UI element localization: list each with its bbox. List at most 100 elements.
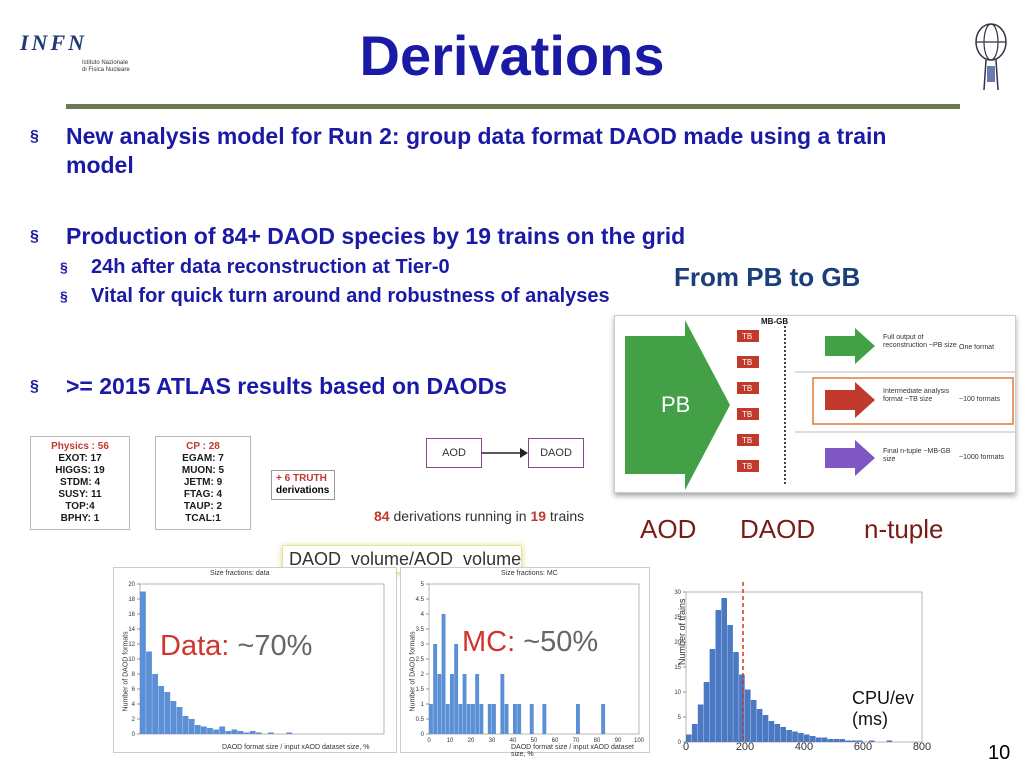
physics-box-line: STDM: 4 <box>60 477 100 488</box>
sub-bullet-vital: § Vital for quick turn around and robust… <box>60 282 640 310</box>
histogram-bar <box>601 704 606 734</box>
row-count: ~1000 formats <box>959 454 1004 461</box>
truth-box-line2: derivations <box>276 485 330 496</box>
histogram-bar <box>492 704 496 734</box>
y-tick-label: 1 <box>421 702 425 708</box>
tb-badge <box>737 434 759 446</box>
flow-arrow-icon <box>482 448 528 458</box>
x-tick-label: 100 <box>634 738 645 744</box>
sub-bullet-text: Vital for quick turn around and robustne… <box>91 285 610 307</box>
y-tick-label: 6 <box>132 687 136 693</box>
y-tick-label: 0 <box>421 732 425 738</box>
y-tick-label: 20 <box>128 582 135 588</box>
flow-aod-box: AOD <box>426 438 482 468</box>
histogram-bar <box>745 689 751 742</box>
histogram-bar <box>529 704 534 734</box>
x-tick-label: 70 <box>573 738 580 744</box>
x-tick-label: 80 <box>594 738 601 744</box>
histogram-caption: Size fractions: MC <box>501 570 558 577</box>
pb-to-gb-heading: From PB to GB <box>674 262 861 292</box>
x-tick-label: 90 <box>615 738 622 744</box>
y-tick-label: 3 <box>421 642 425 648</box>
y-tick-label: 12 <box>128 642 135 648</box>
physics-box-line: BPHY: 1 <box>60 513 100 524</box>
histogram-bar <box>868 740 875 742</box>
histogram-bar <box>576 704 580 734</box>
bullet-analysis-model: § New analysis model for Run 2: group da… <box>30 122 910 180</box>
flow-daod-box: DAOD <box>528 438 584 468</box>
y-tick-label: 0 <box>132 732 136 738</box>
y-tick-label: 10 <box>674 690 681 696</box>
row-arrow-red <box>825 382 875 418</box>
y-tick-label: 4 <box>421 612 425 618</box>
intermediate-row-highlight <box>812 377 1014 425</box>
y-tick-label: 2 <box>132 717 136 723</box>
histogram-bar <box>517 704 522 734</box>
cpu-unit: (ms) <box>852 709 888 729</box>
histogram-bar <box>786 730 792 742</box>
cpu-label: CPU/ev <box>852 688 915 708</box>
infn-logo: INFN Istituto Nazionale di Fisica Nuclea… <box>20 30 130 80</box>
histogram-data: Size fractions: data DAOD format size / … <box>113 567 397 753</box>
bullet-marker: § <box>30 378 39 395</box>
histogram-bar <box>458 704 463 734</box>
histogram-bar <box>437 674 442 734</box>
histogram-bar <box>146 651 152 734</box>
histogram-bar <box>686 734 692 742</box>
x-tick-label: 400 <box>795 741 813 753</box>
histogram-bar <box>429 704 433 734</box>
histogram-bar <box>691 724 698 742</box>
y-tick-label: 4.5 <box>416 597 425 603</box>
histogram-bar <box>158 686 165 734</box>
sub-bullet-marker: § <box>60 288 68 304</box>
mc-ratio-word: MC: <box>462 626 516 658</box>
physics-box-head: Physics : 56 <box>51 441 109 452</box>
y-tick-label: 0 <box>678 740 682 746</box>
data-ratio-label: Data: ~70% <box>160 630 312 663</box>
histogram-bar <box>827 739 834 742</box>
histogram-bar <box>857 740 863 742</box>
x-tick-label: 40 <box>510 738 517 744</box>
physics-box-line: HIGGS: 19 <box>55 465 105 476</box>
histogram-bar <box>471 704 475 734</box>
histogram-bar <box>237 731 244 734</box>
tb-badge <box>737 382 759 394</box>
histogram-bar <box>809 736 816 742</box>
histogram-bar <box>886 740 893 742</box>
physics-derivations-box: Physics : 56 EXOT: 17 HIGGS: 19 STDM: 4 … <box>30 436 130 530</box>
x-tick-label: 0 <box>427 738 431 744</box>
tb-badge-label: TB <box>742 462 752 471</box>
x-tick-label: 30 <box>489 738 496 744</box>
histogram-bar <box>798 733 804 742</box>
histogram-bar <box>286 732 293 734</box>
infn-logo-subtitle: Istituto Nazionale di Fisica Nucleare <box>82 60 130 73</box>
histogram-bar <box>739 674 745 742</box>
pb-arrow <box>625 320 730 490</box>
data-ratio-value: ~70% <box>229 630 313 662</box>
x-tick-label: 0 <box>683 741 689 753</box>
data-ratio-word: Data: <box>160 630 230 662</box>
x-tick-label: 800 <box>913 741 931 753</box>
y-tick-label: 2.5 <box>416 657 425 663</box>
histogram-bar <box>454 644 459 734</box>
histogram-bar <box>750 700 757 742</box>
cp-box-line: TCAL:1 <box>185 513 221 524</box>
x-tick-label: 600 <box>854 741 872 753</box>
bullet-marker: § <box>30 228 39 245</box>
histogram-xlabel: DAOD format size / input xAOD dataset si… <box>511 744 634 758</box>
y-tick-label: 10 <box>128 657 135 663</box>
histogram-bar <box>140 591 146 734</box>
y-tick-label: 18 <box>128 597 135 603</box>
bullet-production: § Production of 84+ DAOD species by 19 t… <box>30 222 930 251</box>
histogram-bar <box>709 649 716 742</box>
row-desc: Full output of reconstruction ~PB size <box>883 334 957 349</box>
histogram-bar <box>441 614 446 734</box>
row-count: One format <box>959 344 995 351</box>
histogram-mc: Size fractions: MC DAOD format size / in… <box>400 567 650 758</box>
histogram-bar <box>188 719 195 734</box>
histogram-bar <box>697 704 704 742</box>
tb-badge <box>737 330 759 342</box>
histogram-bar <box>756 709 763 742</box>
tb-badge-label: TB <box>742 436 752 445</box>
x-tick-label: 50 <box>531 738 538 744</box>
